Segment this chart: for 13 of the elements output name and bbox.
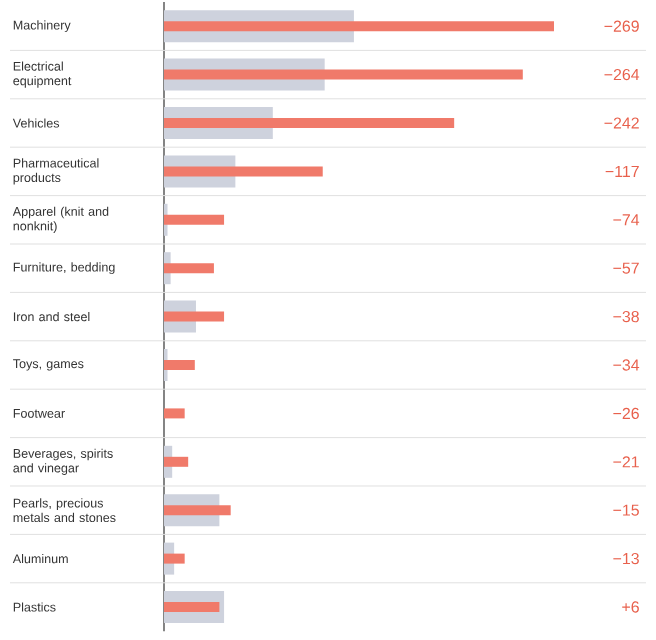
bar — [164, 553, 185, 564]
bar — [164, 69, 523, 80]
bar — [164, 166, 323, 177]
bar — [164, 408, 185, 419]
bar — [164, 214, 225, 225]
bar — [164, 263, 214, 274]
bar — [164, 456, 189, 467]
bar — [164, 21, 554, 32]
bar — [164, 118, 455, 128]
bar — [164, 360, 195, 371]
bar — [164, 602, 220, 613]
bar — [164, 505, 231, 516]
bar — [164, 311, 225, 322]
